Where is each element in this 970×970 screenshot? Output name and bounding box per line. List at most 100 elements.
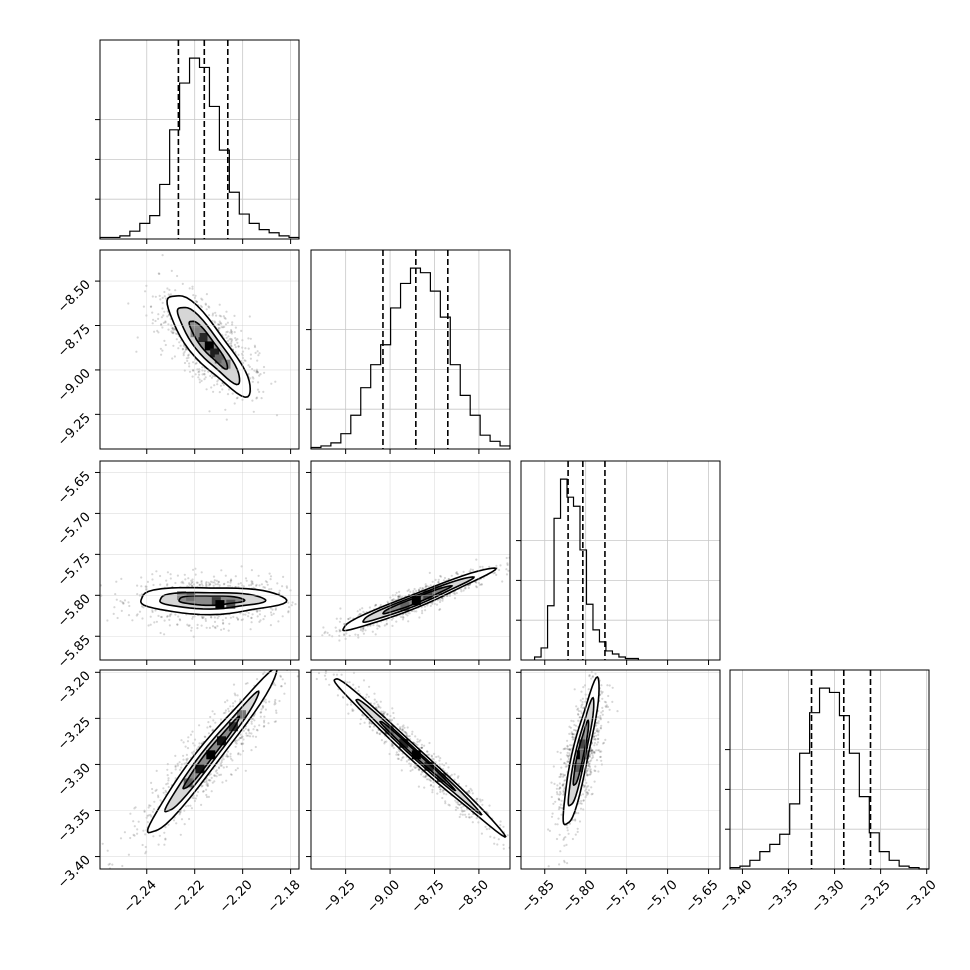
scatter-point <box>437 581 440 584</box>
scatter-point <box>176 623 179 626</box>
scatter-point <box>395 620 398 623</box>
scatter-point <box>164 826 167 829</box>
scatter-point <box>207 370 210 373</box>
scatter-point <box>573 688 576 691</box>
scatter-point <box>229 344 232 347</box>
scatter-point <box>164 838 167 841</box>
scatter-point <box>401 729 404 732</box>
scatter-point <box>592 738 595 741</box>
scatter-point <box>581 697 585 700</box>
scatter-point <box>234 745 237 748</box>
scatter-point <box>468 816 471 819</box>
scatter-point <box>167 328 170 331</box>
pair-panel-p1-p3 <box>89 460 300 661</box>
scatter-point <box>458 815 461 819</box>
scatter-point <box>425 750 429 753</box>
scatter-point <box>131 619 134 622</box>
scatter-point <box>155 788 158 791</box>
scatter-point <box>217 378 220 381</box>
density-cell <box>226 599 236 609</box>
scatter-point <box>493 836 496 839</box>
scatter-point <box>140 593 143 596</box>
scatter-point <box>426 750 429 753</box>
scatter-point <box>251 717 255 720</box>
scatter-point <box>401 756 404 760</box>
scatter-point <box>270 587 273 591</box>
scatter-point <box>198 724 201 727</box>
scatter-point <box>114 593 117 596</box>
scatter-point <box>278 699 281 703</box>
scatter-point <box>178 341 181 344</box>
scatter-point <box>571 733 574 736</box>
scatter-point <box>593 750 596 754</box>
scatter-point <box>376 627 379 630</box>
panel-frame <box>99 669 300 870</box>
scatter-point <box>476 797 479 801</box>
scatter-point <box>269 624 272 627</box>
scatter-point <box>443 764 446 767</box>
scatter-point <box>151 322 154 325</box>
scatter-point <box>351 708 354 711</box>
scatter-point <box>157 331 160 334</box>
scatter-point <box>258 724 261 727</box>
scatter-point <box>155 769 158 773</box>
pair-panel-p1-p4 <box>99 669 300 870</box>
scatter-point <box>159 615 163 619</box>
scatter-point <box>163 290 166 294</box>
scatter-point <box>273 720 276 723</box>
scatter-point <box>432 785 435 788</box>
scatter-point <box>336 694 339 697</box>
scatter-point <box>332 673 335 676</box>
scatter-point <box>421 609 424 613</box>
scatter-point <box>127 853 130 856</box>
scatter-point <box>182 582 185 585</box>
scatter-point <box>420 746 423 749</box>
scatter-point <box>204 619 207 623</box>
scatter-point <box>194 362 197 365</box>
scatter-point <box>450 773 453 777</box>
scatter-point <box>119 837 123 840</box>
scatter-point <box>152 808 156 811</box>
scatter-point <box>133 834 136 837</box>
scatter-point <box>89 617 91 619</box>
pair-panel-p2-p3 <box>310 460 511 661</box>
scatter-point <box>424 609 427 612</box>
scatter-point <box>150 781 153 785</box>
scatter-point <box>426 585 429 588</box>
scatter-point <box>250 732 253 735</box>
scatter-point <box>121 864 124 868</box>
scatter-point <box>427 778 430 781</box>
scatter-point <box>205 293 208 296</box>
scatter-point <box>406 726 409 729</box>
scatter-point <box>211 728 215 731</box>
scatter-point <box>363 721 366 724</box>
scatter-point <box>375 700 378 704</box>
scatter-point <box>240 565 243 568</box>
scatter-point <box>382 713 385 716</box>
scatter-point <box>227 707 230 710</box>
scatter-point <box>484 825 487 828</box>
scatter-point <box>205 388 208 391</box>
scatter-point <box>255 370 259 373</box>
scatter-point <box>253 346 257 349</box>
scatter-point <box>205 793 208 797</box>
scatter-point <box>361 607 364 610</box>
scatter-point <box>362 679 366 682</box>
scatter-point <box>200 803 203 807</box>
scatter-point <box>192 568 195 571</box>
scatter-point <box>386 712 389 716</box>
scatter-point <box>157 272 160 275</box>
scatter-point <box>507 569 510 572</box>
scatter-point <box>471 792 474 795</box>
scatter-point <box>167 779 170 782</box>
scatter-point <box>136 336 139 339</box>
scatter-point <box>191 615 194 619</box>
scatter-point <box>445 771 449 774</box>
scatter-point <box>467 816 471 819</box>
scatter-point <box>430 755 433 758</box>
scatter-point <box>324 678 327 681</box>
scatter-point <box>465 784 468 788</box>
scatter-point <box>599 727 603 730</box>
scatter-point <box>445 793 448 796</box>
scatter-point <box>216 625 219 628</box>
